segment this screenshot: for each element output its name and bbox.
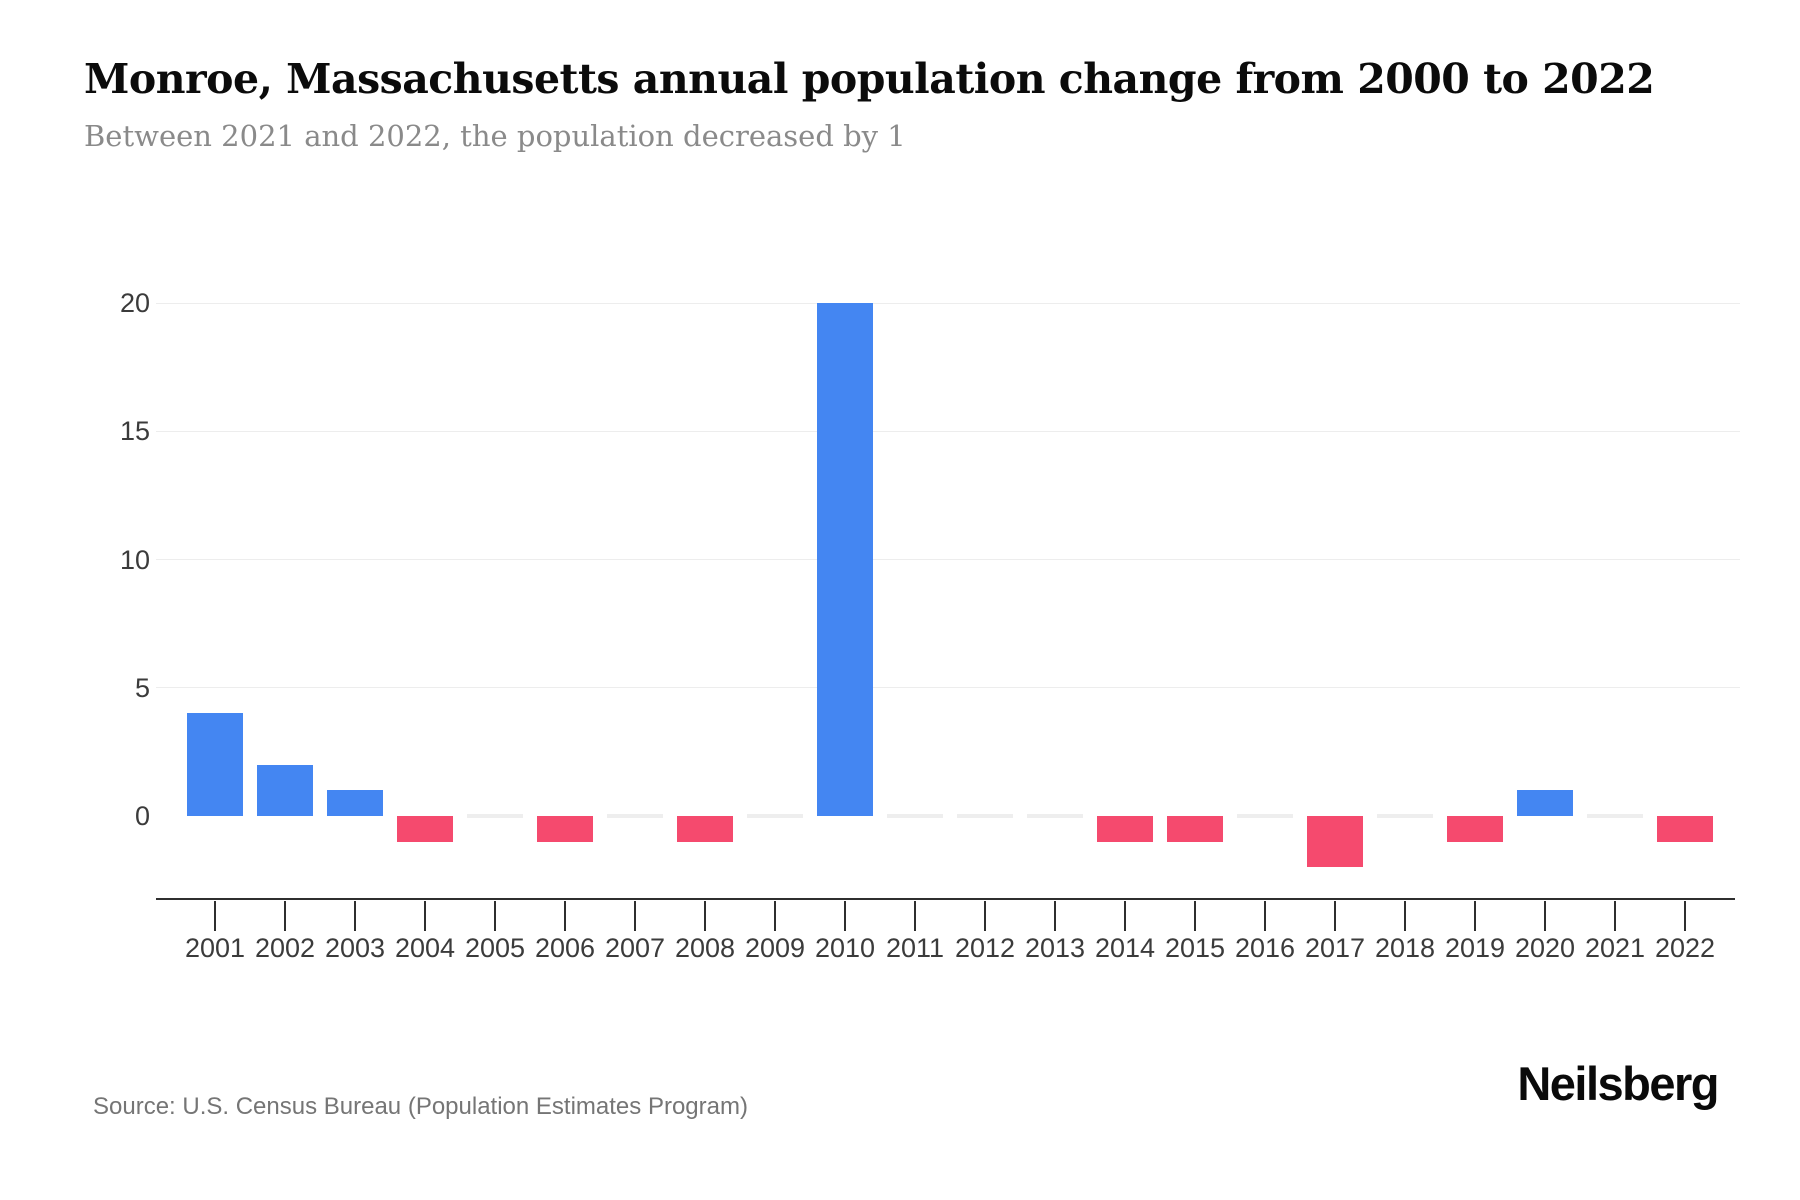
bar-2011 xyxy=(887,814,943,818)
x-axis-label-2002: 2002 xyxy=(254,933,316,963)
x-tick-2015 xyxy=(1194,901,1196,931)
x-tick-2010 xyxy=(844,901,846,931)
bar-2012 xyxy=(957,814,1013,818)
bar-2017 xyxy=(1307,816,1363,868)
x-axis-label-2018: 2018 xyxy=(1374,933,1436,963)
x-axis-label-2009: 2009 xyxy=(744,933,806,963)
chart-subtitle: Between 2021 and 2022, the population de… xyxy=(84,119,906,153)
chart-title: Monroe, Massachusetts annual population … xyxy=(84,55,1655,103)
y-axis-label-5: 5 xyxy=(134,672,150,703)
bar-2016 xyxy=(1237,814,1293,818)
x-axis-label-2008: 2008 xyxy=(674,933,736,963)
gridline-20 xyxy=(156,302,1740,304)
bar-2019 xyxy=(1447,816,1503,842)
x-axis-label-2022: 2022 xyxy=(1654,933,1716,963)
x-tick-2003 xyxy=(354,901,356,931)
x-axis-line xyxy=(156,898,1735,900)
bar-2001 xyxy=(187,713,243,816)
x-tick-2001 xyxy=(214,901,216,931)
bar-2021 xyxy=(1587,814,1643,818)
bar-2003 xyxy=(327,790,383,816)
bar-2022 xyxy=(1657,816,1713,842)
x-axis-label-2007: 2007 xyxy=(604,933,666,963)
bar-2008 xyxy=(677,816,733,842)
bar-2005 xyxy=(467,814,523,818)
x-axis-label-2021: 2021 xyxy=(1584,933,1646,963)
neilsberg-logo: Neilsberg xyxy=(1517,1057,1719,1110)
x-tick-2017 xyxy=(1334,901,1336,931)
x-tick-2014 xyxy=(1124,901,1126,931)
x-tick-2020 xyxy=(1544,901,1546,931)
x-tick-2021 xyxy=(1614,901,1616,931)
x-tick-2013 xyxy=(1054,901,1056,931)
x-axis-label-2012: 2012 xyxy=(954,933,1016,963)
bar-2018 xyxy=(1377,814,1433,818)
bar-2020 xyxy=(1517,790,1573,816)
y-axis-label-0: 0 xyxy=(134,801,150,831)
x-axis-label-2015: 2015 xyxy=(1164,933,1226,963)
x-tick-2019 xyxy=(1474,901,1476,931)
x-axis-label-2005: 2005 xyxy=(464,933,526,963)
x-tick-2016 xyxy=(1264,901,1266,931)
x-tick-2002 xyxy=(284,901,286,931)
x-tick-2022 xyxy=(1684,901,1686,931)
bar-2015 xyxy=(1167,816,1223,842)
x-tick-2009 xyxy=(774,901,776,931)
x-tick-2007 xyxy=(634,901,636,931)
y-axis-label-15: 15 xyxy=(119,416,150,447)
x-axis-label-2017: 2017 xyxy=(1304,933,1366,963)
x-tick-2018 xyxy=(1404,901,1406,931)
x-tick-2006 xyxy=(564,901,566,931)
x-tick-2011 xyxy=(914,901,916,931)
gridline-10 xyxy=(156,559,1740,560)
x-axis-label-2003: 2003 xyxy=(324,933,386,963)
bar-2009 xyxy=(747,814,803,818)
y-axis-label-10: 10 xyxy=(119,544,150,575)
bar-2002 xyxy=(257,764,313,816)
gridline-15 xyxy=(156,430,1740,432)
bar-2007 xyxy=(607,814,663,818)
x-axis-label-2013: 2013 xyxy=(1024,933,1086,963)
y-axis-label-20: 20 xyxy=(119,288,150,318)
x-tick-2008 xyxy=(704,901,706,931)
x-axis-label-2014: 2014 xyxy=(1094,933,1156,963)
x-tick-2005 xyxy=(494,901,496,931)
plot-area: 0 5 10 15 20 2001 2002 2003 2004 2005 2006 2007 2008… xyxy=(119,288,1740,963)
x-tick-2004 xyxy=(424,901,426,931)
x-axis-label-2011: 2011 xyxy=(885,933,945,963)
x-axis-label-2006: 2006 xyxy=(534,933,596,963)
bar-2006 xyxy=(537,816,593,842)
x-axis-label-2010: 2010 xyxy=(814,933,876,963)
bar-2013 xyxy=(1027,814,1083,818)
x-axis-label-2020: 2020 xyxy=(1514,933,1576,963)
x-axis-label-2016: 2016 xyxy=(1234,933,1296,963)
x-axis-label-2004: 2004 xyxy=(394,933,456,963)
x-axis-label-2019: 2019 xyxy=(1444,933,1506,963)
bar-2010 xyxy=(817,303,873,816)
gridline-5 xyxy=(156,687,1740,689)
bar-2014 xyxy=(1097,816,1153,842)
x-tick-2012 xyxy=(984,901,986,931)
bar-2004 xyxy=(397,816,453,842)
x-axis-label-2001: 2001 xyxy=(184,933,246,963)
source-note: Source: U.S. Census Bureau (Population E… xyxy=(93,1093,748,1120)
